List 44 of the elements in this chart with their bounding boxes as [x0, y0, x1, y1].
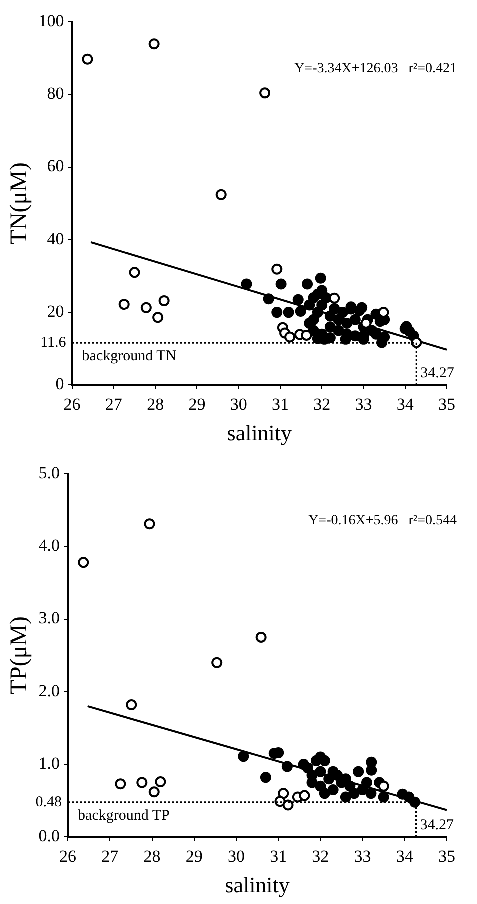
y-axis-title: TN(μM): [6, 162, 33, 245]
y-axis-title: TP(μM): [6, 616, 33, 695]
y-tick-label: 1.0: [38, 754, 60, 774]
ref-line-label: 34.27: [420, 818, 455, 834]
y-tick-label: 40: [47, 229, 64, 248]
x-tick-label: 32: [314, 394, 331, 414]
y-tick-label: 2.0: [38, 681, 60, 700]
y-tick-label: 3.0: [38, 608, 60, 628]
x-tick-label: 31: [272, 394, 289, 414]
x-tick-label: 31: [270, 846, 288, 866]
x-tick-label: 30: [228, 846, 245, 866]
y-tick-label: 20: [47, 302, 64, 322]
x-tick-label: 35: [438, 394, 456, 414]
annotation: Y=-0.16X+5.96 r²=0.544: [308, 514, 457, 529]
x-tick-label: 27: [102, 846, 120, 866]
x-tick-label: 33: [355, 394, 372, 414]
ref-line-label: 11.6: [40, 335, 67, 352]
x-tick-label: 29: [186, 846, 203, 866]
annotation: background TN: [82, 348, 177, 365]
y-tick-label: 60: [47, 156, 64, 176]
x-tick-label: 27: [105, 394, 123, 414]
y-tick-label: 0: [56, 374, 64, 394]
x-tick-label: 30: [230, 394, 248, 414]
x-tick-label: 26: [64, 394, 81, 414]
x-tick-label: 35: [438, 846, 456, 866]
x-tick-label: 34: [396, 394, 414, 414]
ref-line-label: 0.48: [36, 794, 62, 810]
annotation: background TP: [78, 808, 170, 824]
x-axis-title: salinity: [225, 872, 290, 898]
y-tick-label: 100: [38, 11, 64, 30]
y-tick-label: 80: [47, 84, 64, 104]
ref-line-label: 34.27: [420, 366, 455, 382]
x-tick-label: 32: [312, 846, 330, 866]
x-tick-label: 34: [396, 846, 414, 866]
x-tick-label: 33: [354, 846, 372, 866]
x-axis-title: salinity: [227, 420, 292, 446]
x-tick-label: 26: [60, 846, 77, 866]
x-tick-label: 29: [188, 394, 206, 414]
x-tick-label: 28: [147, 394, 164, 414]
annotation: Y=-3.34X+126.03 r²=0.421: [294, 62, 457, 77]
y-tick-label: 4.0: [38, 536, 60, 556]
y-tick-label: 0.0: [38, 826, 60, 846]
y-tick-label: 5.0: [38, 463, 60, 482]
x-tick-label: 28: [144, 846, 161, 866]
